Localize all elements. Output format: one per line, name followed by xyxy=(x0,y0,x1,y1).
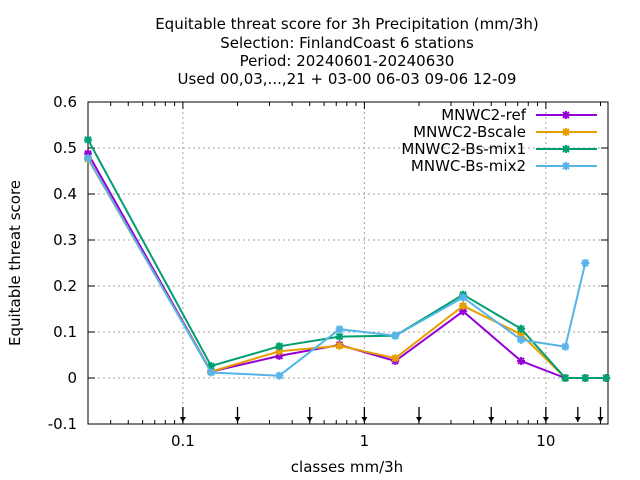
data-point xyxy=(581,374,590,382)
data-point xyxy=(459,293,468,302)
data-point xyxy=(207,362,216,371)
series-4 xyxy=(84,154,590,380)
grid-lines xyxy=(88,102,608,424)
data-point xyxy=(517,356,526,365)
series-line xyxy=(87,139,607,379)
data-point xyxy=(335,332,344,341)
data-point xyxy=(335,341,344,350)
series-2 xyxy=(84,155,611,382)
series-line xyxy=(87,158,607,379)
data-point xyxy=(335,325,344,334)
data-point xyxy=(517,324,526,333)
data-point xyxy=(517,330,526,339)
legend: MNWC2-refMNWC2-BscaleMNWC2-Bs-mix1MNWC-B… xyxy=(401,106,597,175)
y-axis-label: Equitable threat score xyxy=(6,180,24,346)
x-tick-label: 1 xyxy=(360,432,370,450)
data-series xyxy=(84,135,611,382)
threshold-arrow-head xyxy=(488,417,495,422)
data-point xyxy=(561,374,570,382)
data-point xyxy=(602,374,611,382)
data-point xyxy=(517,335,526,344)
threshold-arrow-head xyxy=(179,417,186,422)
title-line-1: Equitable threat score for 3h Precipitat… xyxy=(155,15,539,33)
threshold-arrow-head xyxy=(574,417,581,422)
title-line-3: Period: 20240601-20240630 xyxy=(240,52,455,70)
threshold-arrow-head xyxy=(306,417,313,422)
chart-title: Equitable threat score for 3h Precipitat… xyxy=(155,15,539,88)
y-tick-label: 0.5 xyxy=(53,139,77,157)
data-point xyxy=(275,351,284,360)
legend-marker xyxy=(562,128,570,136)
threshold-arrow-head xyxy=(416,417,423,422)
y-tick-label: 0.2 xyxy=(53,277,77,295)
plot-frame xyxy=(87,101,609,425)
data-point xyxy=(84,149,92,158)
axes: -0.1 0 0.1 0.2 0.3 0.4 0.5 0.6 0.1 1 10 xyxy=(48,93,609,450)
data-point xyxy=(84,135,92,144)
y-tick-label: 0.4 xyxy=(53,185,77,203)
y-tick-label: 0.3 xyxy=(53,231,77,249)
x-axis-label: classes mm/3h xyxy=(291,458,403,476)
y-tick-label: 0 xyxy=(67,369,77,387)
data-point xyxy=(391,354,400,363)
threshold-arrow-head xyxy=(234,417,241,422)
data-point xyxy=(275,342,284,351)
legend-marker xyxy=(562,111,570,119)
data-point xyxy=(561,342,570,351)
data-point xyxy=(275,371,284,380)
legend-label: MNWC2-Bs-mix1 xyxy=(401,140,526,158)
threshold-arrow-head xyxy=(361,417,368,422)
x-tick-label: 0.1 xyxy=(171,432,195,450)
data-point xyxy=(459,307,468,316)
title-line-2: Selection: FinlandCoast 6 stations xyxy=(220,34,474,52)
data-point xyxy=(207,368,216,377)
x-tick-label: 10 xyxy=(536,432,555,450)
data-point xyxy=(459,301,468,310)
y-tick-label: -0.1 xyxy=(48,415,77,433)
legend-label: MNWC2-Bscale xyxy=(413,123,526,141)
y-tick-label: 0.1 xyxy=(53,323,77,341)
title-line-4: Used 00,03,...,21 + 03-00 06-03 09-06 12… xyxy=(178,70,517,88)
data-point xyxy=(391,331,400,340)
legend-marker xyxy=(562,162,570,170)
legend-label: MNWC2-ref xyxy=(441,106,526,124)
legend-marker xyxy=(562,145,570,153)
y-tick-label: 0.6 xyxy=(53,93,77,111)
threshold-arrow-head xyxy=(542,417,549,422)
threshold-arrow-head xyxy=(597,417,604,422)
series-line xyxy=(87,153,607,379)
threshold-arrows xyxy=(179,407,604,422)
data-point xyxy=(581,259,590,267)
data-point xyxy=(275,347,284,356)
data-point xyxy=(84,154,92,163)
legend-label: MNWC-Bs-mix2 xyxy=(411,157,526,175)
